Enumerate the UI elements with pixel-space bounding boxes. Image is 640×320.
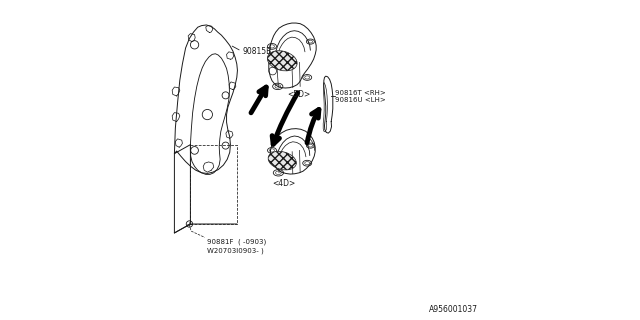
Text: 90816U <LH>: 90816U <LH> bbox=[335, 97, 386, 103]
Text: 90816T <RH>: 90816T <RH> bbox=[335, 90, 386, 96]
Text: W20703I0903- ): W20703I0903- ) bbox=[207, 247, 264, 253]
Text: A956001037: A956001037 bbox=[429, 305, 479, 314]
Ellipse shape bbox=[268, 51, 297, 71]
Ellipse shape bbox=[268, 151, 296, 170]
Text: 90815B: 90815B bbox=[243, 47, 272, 56]
Text: 90881F  ( -0903): 90881F ( -0903) bbox=[207, 238, 267, 245]
Text: <4D>: <4D> bbox=[273, 179, 296, 188]
Text: <5D>: <5D> bbox=[287, 90, 311, 99]
